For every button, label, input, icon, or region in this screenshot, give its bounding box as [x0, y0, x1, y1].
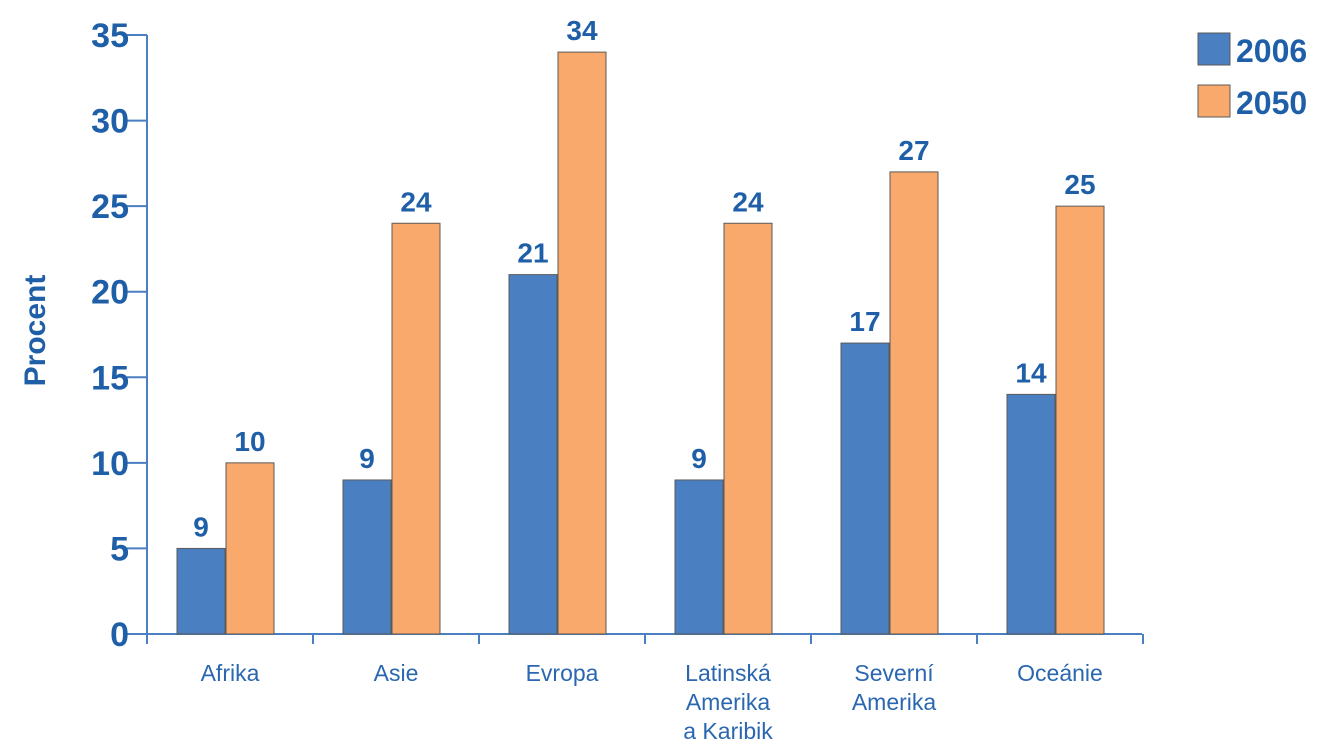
- y-axis-label: Procent: [19, 275, 52, 387]
- y-tick-label: 30: [91, 103, 129, 141]
- x-category-label-line: Asie: [374, 660, 419, 686]
- data-label-2050: 24: [400, 186, 432, 217]
- bar-2050: [889, 171, 939, 635]
- bar-2006: [176, 547, 226, 635]
- x-category-label-line: Evropa: [526, 660, 599, 686]
- x-category-label-line: a Karibik: [683, 718, 773, 744]
- bar-2006: [508, 274, 558, 635]
- data-label-2050: 25: [1064, 169, 1095, 200]
- x-category-label: Afrika: [201, 660, 260, 686]
- data-label-2050: 27: [898, 135, 929, 166]
- y-tick-label: 5: [110, 530, 129, 568]
- bar-2006: [1006, 393, 1056, 635]
- data-label-2006: 14: [1015, 357, 1047, 388]
- bar-2050: [391, 222, 441, 635]
- data-label-2006: 9: [359, 443, 375, 474]
- x-category-label-line: Severní: [854, 660, 934, 686]
- bar-2050: [225, 462, 275, 635]
- data-label-2050: 10: [234, 426, 265, 457]
- x-category-label-line: Oceánie: [1017, 660, 1103, 686]
- data-label-2006: 9: [193, 511, 209, 542]
- x-category-label-line: Amerika: [852, 689, 937, 715]
- y-tick-label: 20: [91, 274, 129, 312]
- x-category-label: Asie: [374, 660, 419, 686]
- y-tick-label: 25: [91, 188, 129, 226]
- y-tick-label: 10: [91, 445, 129, 483]
- bar-2006: [674, 479, 724, 635]
- bar-2050: [1055, 205, 1105, 635]
- legend-label-2050: 2050: [1236, 85, 1307, 121]
- bar-2006: [840, 342, 890, 635]
- y-tick-label: 35: [91, 17, 129, 55]
- bar-2006: [342, 479, 392, 635]
- data-label-2050: 34: [566, 15, 598, 46]
- x-category-label: Evropa: [526, 660, 599, 686]
- x-category-label-line: Latinská: [685, 660, 771, 686]
- data-label-2006: 17: [849, 306, 880, 337]
- y-tick-label: 15: [91, 359, 129, 397]
- data-label-2006: 9: [691, 443, 707, 474]
- data-label-2050: 24: [732, 186, 764, 217]
- bar-2050: [723, 222, 773, 635]
- x-category-label: Latinská Amerika a Karibik: [683, 660, 773, 744]
- data-label-2006: 21: [517, 238, 548, 269]
- x-category-label: Severní Amerika: [852, 660, 937, 715]
- bar-2050: [557, 51, 607, 635]
- x-category-label-line: Afrika: [201, 660, 260, 686]
- x-category-label-line: Amerika: [686, 689, 771, 715]
- legend-label-2006: 2006: [1236, 33, 1307, 69]
- legend-swatch-2006: [1197, 32, 1231, 66]
- x-category-label: Oceánie: [1017, 660, 1103, 686]
- y-tick-label: 0: [110, 616, 129, 654]
- legend-swatch-2050: [1197, 84, 1231, 118]
